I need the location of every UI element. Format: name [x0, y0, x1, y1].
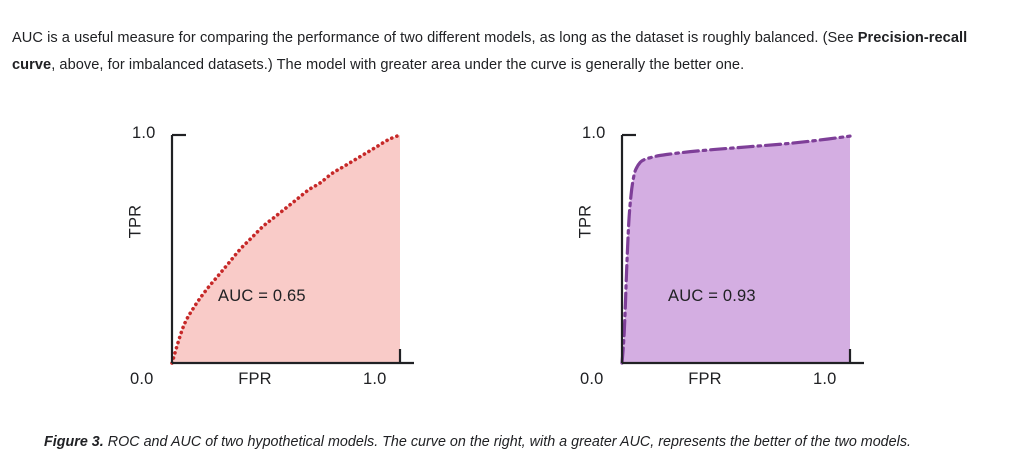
y-axis-tick-top-left: 1.0 — [132, 124, 156, 142]
chart-roc-right: 1.0 0.0 1.0 FPR TPR AUC = 0.93 — [560, 100, 890, 400]
figure-caption-label: Figure 3. — [44, 434, 104, 451]
x-axis-tick-max-right: 1.0 — [813, 370, 837, 388]
auc-annotation-right: AUC = 0.93 — [668, 287, 756, 305]
x-axis-tick-min-right: 0.0 — [580, 370, 604, 388]
y-axis-tick-top-right: 1.0 — [582, 124, 606, 142]
roc-right-plot — [620, 133, 864, 365]
x-axis-tick-max-left: 1.0 — [363, 370, 387, 388]
roc-left-plot — [170, 133, 414, 365]
figure-roc-auc: 1.0 0.0 1.0 FPR TPR AUC = 0.65 1.0 0.0 1… — [0, 100, 1010, 400]
figure-caption: Figure 3. ROC and AUC of two hypothetica… — [44, 430, 994, 454]
precision-recall-curve-link[interactable]: Precision-recall curve — [12, 29, 968, 73]
intro-text-before: AUC is a useful measure for comparing th… — [12, 29, 858, 46]
x-axis-title-left: FPR — [238, 370, 272, 388]
intro-text-after: , above, for imbalanced datasets.) The m… — [51, 56, 745, 73]
x-axis-tick-min-left: 0.0 — [130, 370, 154, 388]
auc-annotation-left: AUC = 0.65 — [218, 287, 306, 305]
figure-caption-text: ROC and AUC of two hypothetical models. … — [103, 434, 911, 451]
y-axis-title-left: TPR — [126, 204, 145, 239]
y-axis-title-right: TPR — [576, 204, 595, 239]
intro-paragraph: AUC is a useful measure for comparing th… — [12, 25, 998, 79]
x-axis-title-right: FPR — [688, 370, 722, 388]
chart-roc-left: 1.0 0.0 1.0 FPR TPR AUC = 0.65 — [110, 100, 440, 400]
